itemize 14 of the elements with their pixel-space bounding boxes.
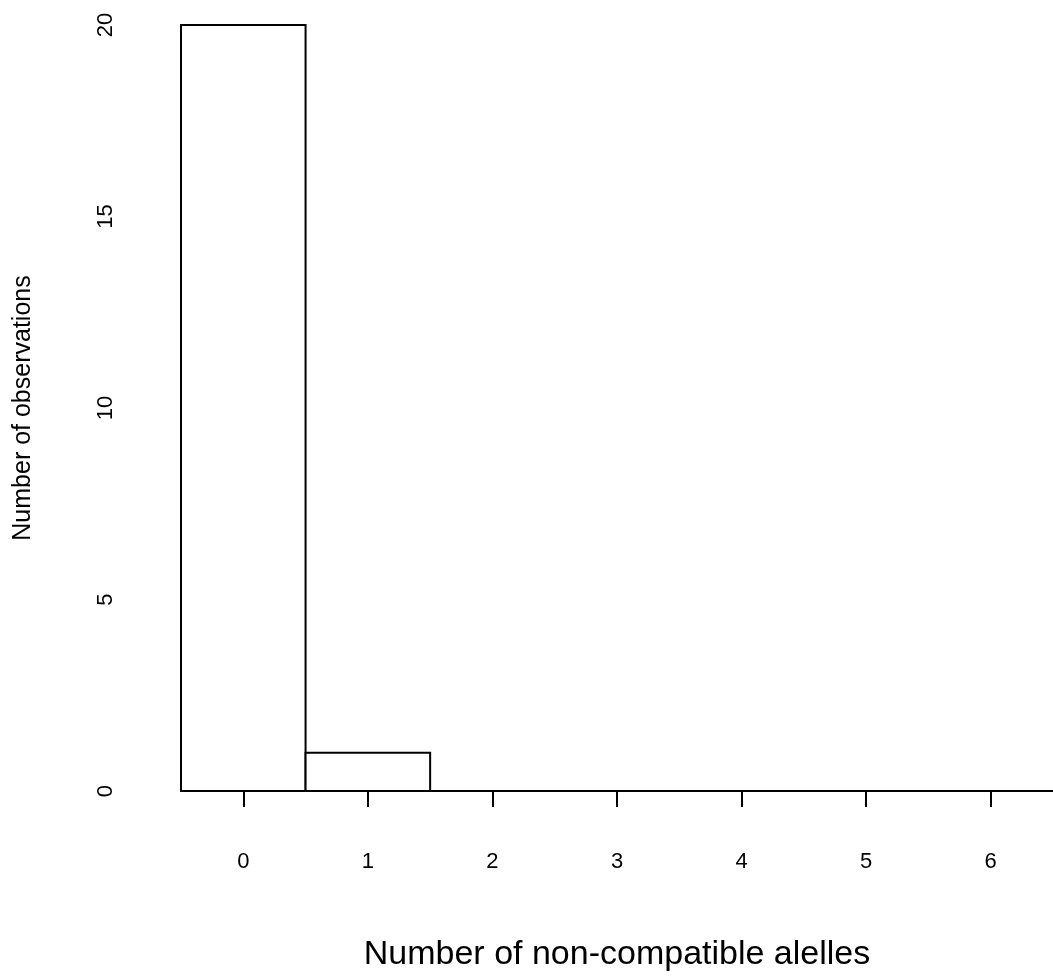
y-tick-label: 20	[91, 12, 117, 38]
y-tick-label: 0	[91, 784, 117, 798]
y-tick-label: 10	[91, 395, 117, 421]
x-tick-label: 4	[735, 847, 748, 873]
y-tick-label: 5	[91, 593, 117, 606]
x-tick-label: 3	[610, 847, 624, 873]
x-tick-label: 0	[237, 847, 250, 873]
x-tick-label: 6	[984, 847, 997, 873]
x-axis-title: Number of non-compatible alelles	[363, 933, 871, 971]
x-tick-label: 1	[361, 847, 374, 873]
y-axis-title: Number of observations	[6, 275, 35, 541]
x-tick-label: 2	[486, 847, 499, 873]
x-tick-label: 5	[860, 847, 873, 873]
y-tick-label: 15	[91, 204, 117, 229]
